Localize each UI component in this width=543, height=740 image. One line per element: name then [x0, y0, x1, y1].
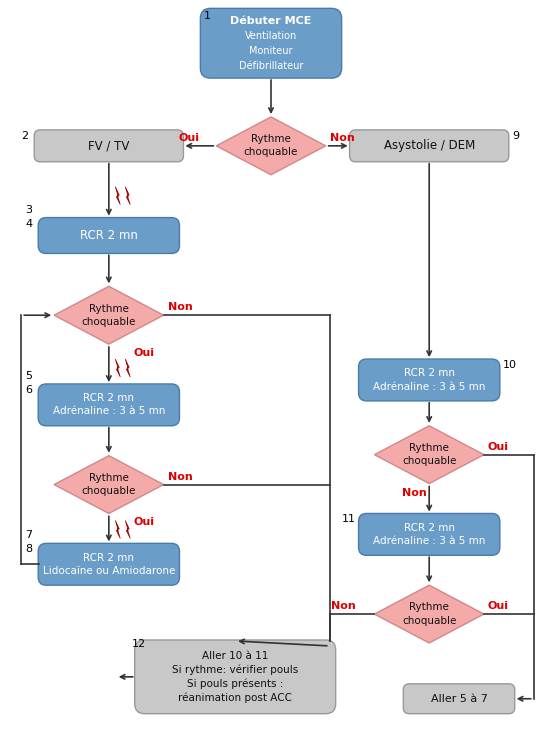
Text: 5: 5: [26, 371, 32, 381]
Text: 2: 2: [21, 131, 28, 141]
Text: 6: 6: [26, 385, 32, 395]
Text: Oui: Oui: [488, 442, 509, 451]
Polygon shape: [115, 359, 121, 377]
Text: Débuter MCE: Débuter MCE: [230, 16, 312, 26]
Text: RCR 2 mn
Adrénaline : 3 à 5 mn: RCR 2 mn Adrénaline : 3 à 5 mn: [53, 393, 165, 417]
Text: RCR 2 mn
Lidocaïne ou Amiodarone: RCR 2 mn Lidocaïne ou Amiodarone: [43, 553, 175, 576]
FancyBboxPatch shape: [38, 218, 180, 253]
Text: 8: 8: [26, 545, 33, 554]
Polygon shape: [375, 585, 484, 643]
Text: Aller 5 à 7: Aller 5 à 7: [431, 694, 488, 704]
FancyBboxPatch shape: [38, 384, 180, 425]
Text: 7: 7: [26, 531, 33, 540]
FancyBboxPatch shape: [350, 130, 509, 162]
Text: Oui: Oui: [179, 133, 199, 143]
Text: Rythme
choquable: Rythme choquable: [402, 443, 456, 466]
Text: 9: 9: [512, 131, 519, 141]
FancyBboxPatch shape: [358, 514, 500, 555]
Text: Asystolie / DEM: Asystolie / DEM: [383, 139, 475, 152]
Text: Non: Non: [331, 601, 356, 611]
Polygon shape: [115, 186, 121, 205]
Text: RCR 2 mn
Adrénaline : 3 à 5 mn: RCR 2 mn Adrénaline : 3 à 5 mn: [373, 369, 485, 391]
Text: Non: Non: [168, 471, 192, 482]
Text: Non: Non: [168, 302, 192, 312]
Text: Oui: Oui: [488, 601, 509, 611]
FancyBboxPatch shape: [135, 640, 336, 713]
FancyBboxPatch shape: [403, 684, 515, 713]
Text: Non: Non: [330, 133, 355, 143]
Text: 11: 11: [342, 514, 356, 525]
Text: Ventilation: Ventilation: [245, 31, 297, 41]
Polygon shape: [216, 117, 326, 175]
Text: Défibrillateur: Défibrillateur: [239, 61, 303, 70]
FancyBboxPatch shape: [200, 8, 342, 78]
Text: Rythme
choquable: Rythme choquable: [81, 473, 136, 496]
Text: Oui: Oui: [134, 517, 155, 528]
Polygon shape: [125, 359, 130, 377]
Text: RCR 2 mn: RCR 2 mn: [80, 229, 138, 242]
Text: Rythme
choquable: Rythme choquable: [81, 303, 136, 327]
Polygon shape: [54, 456, 163, 514]
Text: Moniteur: Moniteur: [249, 46, 293, 56]
Text: Aller 10 à 11
Si rythme: vérifier pouls
Si pouls présents :
réanimation post ACC: Aller 10 à 11 Si rythme: vérifier pouls …: [172, 651, 298, 703]
Text: Non: Non: [402, 488, 427, 497]
Polygon shape: [54, 286, 163, 344]
Text: 1: 1: [203, 11, 210, 21]
Text: FV / TV: FV / TV: [88, 139, 130, 152]
Text: Rythme
choquable: Rythme choquable: [402, 602, 456, 626]
Text: 10: 10: [503, 360, 517, 370]
FancyBboxPatch shape: [358, 359, 500, 401]
Text: Rythme
choquable: Rythme choquable: [244, 134, 298, 158]
Text: 4: 4: [26, 218, 33, 229]
FancyBboxPatch shape: [38, 543, 180, 585]
Polygon shape: [115, 520, 121, 539]
Text: 3: 3: [26, 205, 32, 215]
Text: Oui: Oui: [134, 348, 155, 358]
Polygon shape: [125, 186, 130, 205]
FancyBboxPatch shape: [34, 130, 184, 162]
Polygon shape: [375, 425, 484, 483]
Polygon shape: [125, 520, 130, 539]
Text: 12: 12: [132, 639, 146, 649]
Text: RCR 2 mn
Adrénaline : 3 à 5 mn: RCR 2 mn Adrénaline : 3 à 5 mn: [373, 522, 485, 546]
